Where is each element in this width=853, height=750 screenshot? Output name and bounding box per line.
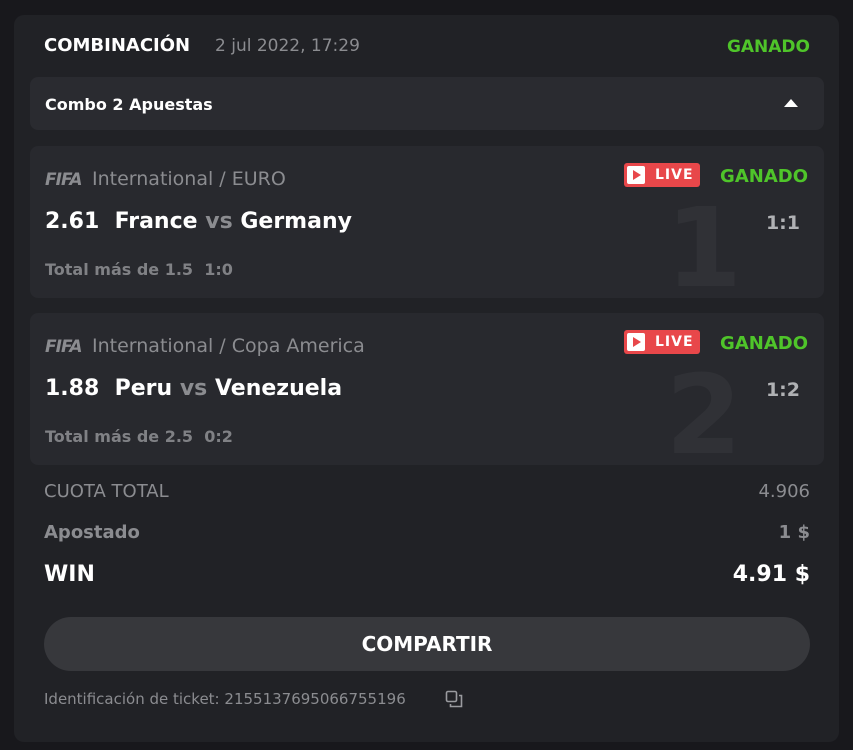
status-badge: GANADO	[726, 37, 810, 57]
ticket-number: 2155137695066755196	[224, 690, 406, 708]
total-odds-label: CUOTA TOTAL	[44, 481, 169, 502]
bet-type-title: COMBINACIÓN	[44, 35, 191, 56]
fifa-logo-icon: FIFA	[45, 337, 83, 357]
match: 1.88 Peru vs Venezuela	[45, 376, 342, 401]
vs: vs	[205, 209, 233, 234]
combo-toggle[interactable]: Combo 2 Apuestas	[30, 77, 824, 130]
bet-date: 2 jul 2022, 17:29	[215, 36, 360, 56]
fifa-logo-icon: FIFA	[45, 170, 83, 190]
home-team: France	[114, 209, 198, 234]
bet-ticket-card: COMBINACIÓN 2 jul 2022, 17:29 GANADO Com…	[14, 15, 839, 742]
total-odds: 4.906	[758, 481, 810, 502]
live-label: LIVE	[655, 334, 694, 350]
combo-label: Combo 2 Apuestas	[45, 95, 213, 114]
home-team: Peru	[114, 376, 173, 401]
market-label: Total más de 1.5	[45, 260, 194, 279]
odds: 2.61	[45, 209, 100, 234]
live-label: LIVE	[655, 167, 694, 183]
vs: vs	[179, 376, 208, 401]
play-icon	[627, 333, 645, 351]
market-score: 0:2	[204, 427, 233, 446]
win-amount: 4.91 $	[732, 562, 810, 587]
away-team: Venezuela	[214, 376, 343, 401]
share-button[interactable]: COMPARTIR	[44, 617, 810, 671]
bet-item: 2 FIFA International / Copa America LIVE…	[30, 313, 824, 465]
play-icon	[627, 166, 645, 184]
live-badge: LIVE	[624, 330, 700, 354]
bet-status: GANADO	[720, 333, 808, 354]
market: Total más de 2.5 0:2	[45, 427, 233, 446]
market-label: Total más de 2.5	[45, 427, 194, 446]
market: Total más de 1.5 1:0	[45, 260, 233, 279]
bet-status: GANADO	[720, 166, 808, 187]
copy-icon[interactable]	[445, 690, 463, 708]
market-score: 1:0	[204, 260, 233, 279]
league: International / Copa America	[92, 335, 365, 357]
final-score: 1:1	[765, 212, 800, 234]
bet-item: 1 FIFA International / EURO LIVE GANADO …	[30, 146, 824, 298]
ticket-label: Identificación de ticket:	[44, 690, 220, 708]
live-badge: LIVE	[624, 163, 700, 187]
away-team: Germany	[240, 209, 352, 234]
odds: 1.88	[45, 376, 100, 401]
bet-index: 1	[665, 184, 742, 298]
staked-label: Apostado	[44, 522, 140, 543]
ticket-id: Identificación de ticket: 21551376950667…	[44, 690, 406, 708]
league: International / EURO	[92, 168, 286, 190]
match: 2.61 France vs Germany	[45, 209, 352, 234]
final-score: 1:2	[765, 379, 800, 401]
win-label: WIN	[44, 562, 95, 587]
staked-amount: 1 $	[778, 522, 810, 543]
caret-up-icon[interactable]	[784, 99, 798, 107]
bet-index: 2	[665, 351, 742, 465]
